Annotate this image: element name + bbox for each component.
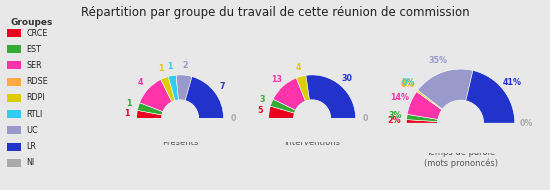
Text: RDSE: RDSE (26, 77, 48, 86)
Text: 14%: 14% (390, 93, 409, 102)
Wedge shape (268, 106, 295, 118)
Text: 1: 1 (126, 99, 132, 108)
Wedge shape (306, 75, 356, 118)
Text: 1%: 1% (401, 79, 414, 88)
Text: 41%: 41% (503, 78, 522, 87)
Text: 35%: 35% (429, 56, 448, 66)
Wedge shape (273, 78, 305, 110)
Text: 30: 30 (342, 74, 353, 83)
Wedge shape (271, 99, 296, 113)
Wedge shape (407, 92, 442, 120)
FancyBboxPatch shape (7, 159, 21, 167)
Text: RDPI: RDPI (26, 93, 45, 102)
Text: UC: UC (26, 126, 38, 135)
Text: SER: SER (26, 61, 42, 70)
Bar (111, 118, 250, 149)
Text: 0%: 0% (400, 80, 414, 89)
Text: NI: NI (26, 158, 34, 167)
Text: LR: LR (26, 142, 36, 151)
Wedge shape (406, 114, 438, 122)
Text: 2: 2 (182, 61, 188, 70)
Text: 1: 1 (124, 109, 130, 118)
Wedge shape (185, 77, 224, 118)
Wedge shape (296, 75, 310, 101)
FancyBboxPatch shape (7, 45, 21, 53)
Text: 1: 1 (158, 64, 164, 73)
Text: 13: 13 (271, 75, 282, 84)
FancyBboxPatch shape (7, 126, 21, 134)
Text: 0%: 0% (520, 119, 534, 128)
FancyBboxPatch shape (7, 110, 21, 118)
Wedge shape (168, 75, 178, 101)
Wedge shape (176, 75, 192, 101)
Text: Interventions: Interventions (284, 138, 340, 147)
Text: CRCE: CRCE (26, 28, 47, 38)
Text: 1: 1 (168, 62, 173, 71)
Text: 0%: 0% (402, 78, 415, 87)
Text: 3: 3 (260, 95, 266, 104)
Circle shape (438, 101, 483, 146)
Circle shape (294, 100, 331, 137)
Text: 4: 4 (296, 63, 301, 72)
Wedge shape (161, 77, 175, 102)
Wedge shape (406, 120, 438, 123)
FancyBboxPatch shape (7, 142, 21, 150)
FancyBboxPatch shape (7, 61, 21, 70)
Text: 4: 4 (138, 78, 144, 87)
Text: Présents: Présents (162, 138, 198, 147)
Text: 2%: 2% (388, 116, 402, 125)
Text: 3%: 3% (388, 111, 402, 120)
Text: Répartition par groupe du travail de cette réunion de commission: Répartition par groupe du travail de cet… (81, 6, 469, 19)
FancyBboxPatch shape (7, 78, 21, 86)
Wedge shape (136, 110, 162, 118)
Wedge shape (417, 90, 443, 110)
Circle shape (162, 100, 199, 137)
Wedge shape (466, 70, 515, 123)
Wedge shape (138, 103, 163, 115)
Text: EST: EST (26, 45, 41, 54)
Bar (243, 118, 382, 149)
Bar (374, 123, 547, 161)
FancyBboxPatch shape (7, 29, 21, 37)
Wedge shape (140, 79, 172, 112)
Text: Temps de parole
(mots prononcés): Temps de parole (mots prononcés) (424, 147, 498, 168)
Text: 7: 7 (219, 82, 225, 91)
Wedge shape (417, 69, 473, 109)
Text: Groupes: Groupes (11, 18, 53, 27)
Text: RTLI: RTLI (26, 110, 42, 119)
Text: 0: 0 (362, 114, 368, 123)
Text: 0: 0 (230, 114, 236, 123)
Text: 5: 5 (257, 106, 262, 115)
FancyBboxPatch shape (7, 94, 21, 102)
